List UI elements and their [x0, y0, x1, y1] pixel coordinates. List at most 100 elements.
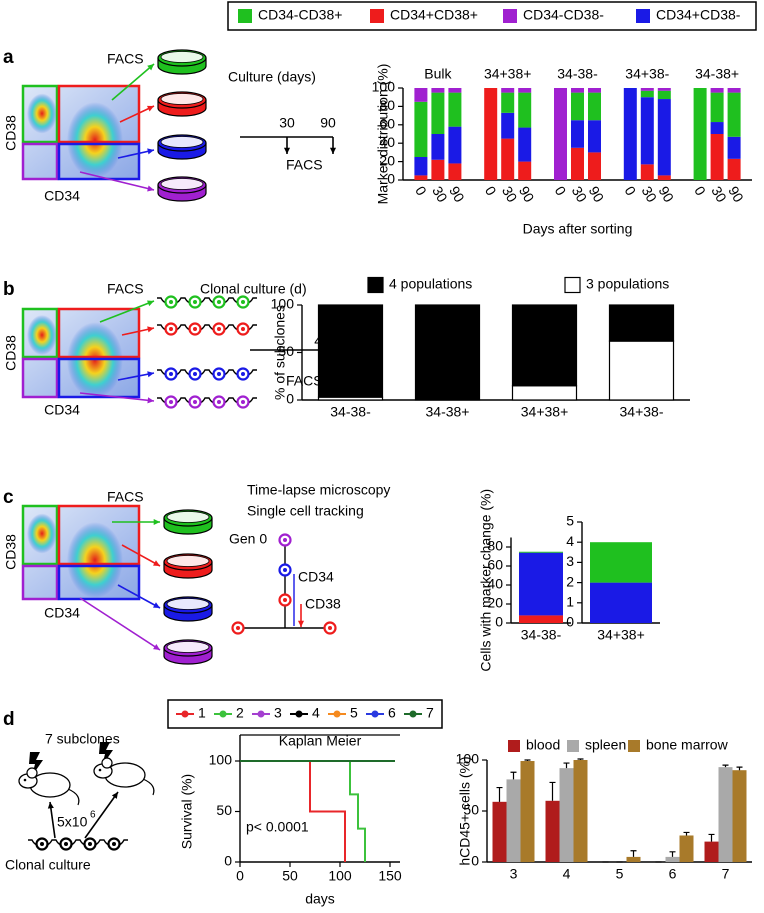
- facs-gate: [21, 142, 59, 181]
- bar-segment: [590, 542, 652, 583]
- y-tick-label: 80: [487, 538, 503, 554]
- x-tick-label: 3: [510, 866, 518, 882]
- cell-core: [193, 300, 197, 304]
- x-tick-label: 0: [482, 183, 500, 198]
- legend-swatch: [503, 9, 517, 23]
- legend-label: bone marrow: [646, 737, 729, 753]
- y-tick-label: 0: [224, 853, 232, 869]
- y-axis-label: % of subclones: [272, 305, 288, 400]
- arrow-head: [47, 802, 54, 809]
- y-axis-label: Marker distribution (%): [375, 64, 391, 205]
- diagram-label: 5x10: [57, 814, 88, 830]
- arrow: [79, 597, 161, 651]
- bar-segment: [608, 304, 675, 342]
- bar-segment: [571, 120, 584, 148]
- legend-swatch: [238, 9, 252, 23]
- diagram-label: CD34: [298, 569, 334, 585]
- legend-marker: [181, 710, 189, 718]
- bar-segment: [657, 175, 671, 180]
- bar-segment: [554, 88, 567, 180]
- y-tick-label: 80: [379, 97, 395, 113]
- cell-core: [112, 842, 116, 846]
- cell-core: [193, 327, 197, 331]
- bar-segment: [727, 136, 741, 159]
- legend-label: CD34-CD38+: [258, 7, 342, 23]
- mouse-eye: [23, 778, 27, 782]
- bar-segment: [640, 97, 654, 165]
- bar-segment: [511, 304, 578, 387]
- survival-line: [240, 760, 346, 862]
- diagram-label: FACS: [107, 489, 144, 505]
- arrow-head: [147, 185, 154, 192]
- legend-swatch: [367, 276, 384, 294]
- legend-marker: [409, 710, 417, 718]
- error-bar: [510, 771, 517, 780]
- bar-segment: [588, 152, 601, 180]
- lightning: [29, 752, 43, 776]
- legend-marker: [333, 710, 341, 718]
- legend-label: spleen: [585, 737, 626, 753]
- bar-segment: [518, 92, 532, 128]
- bar-segment: [710, 92, 724, 123]
- x-tick-label: 0: [621, 183, 639, 198]
- survival-line: [240, 760, 366, 862]
- arrow: [99, 300, 155, 323]
- dish-rim: [160, 178, 204, 190]
- group-label: 34-38+: [695, 66, 739, 82]
- y-axis-label: hCD45+ cells (%): [457, 756, 473, 865]
- x-tick-label: 90: [586, 183, 608, 205]
- cell-core: [217, 400, 221, 404]
- bar-segment: [657, 90, 671, 100]
- bar-segment: [519, 551, 563, 553]
- cell-core: [169, 300, 173, 304]
- cell-core: [241, 327, 245, 331]
- error-bar: [669, 851, 676, 857]
- facs-gate: [21, 357, 59, 399]
- legend-swatch: [636, 9, 650, 23]
- x-tick-label: 7: [722, 866, 730, 882]
- error-bar: [496, 786, 503, 802]
- diagram-label: 30: [279, 115, 295, 131]
- dish-rim: [166, 598, 210, 610]
- y-tick-label: 5: [566, 513, 574, 529]
- legend-frame: [227, 1, 757, 31]
- y-tick-label: 50: [216, 802, 232, 818]
- legend-label: 7: [426, 705, 434, 721]
- error-bar: [577, 758, 584, 760]
- bar: [545, 800, 560, 862]
- bar-segment: [448, 163, 462, 180]
- y-axis-label: Cells with marker change (%): [478, 489, 494, 672]
- bar-segment: [501, 138, 515, 180]
- cell-core: [169, 327, 173, 331]
- diagram-label: Culture (days): [228, 69, 316, 85]
- bar: [492, 801, 507, 862]
- mouse-tail: [67, 788, 80, 806]
- diagram-label: FACS: [286, 157, 323, 173]
- diagram-label: FACS: [286, 373, 323, 389]
- facs-gate: [57, 564, 141, 601]
- y-tick-label: 3: [566, 553, 574, 569]
- diagram-label: 90: [320, 115, 336, 131]
- arrow-head: [329, 147, 337, 154]
- facs-gate: [57, 357, 141, 399]
- bar-segment: [414, 88, 428, 102]
- legend-swatch: [567, 740, 579, 752]
- bar-segment: [588, 88, 601, 93]
- x-tick-label: 0: [236, 868, 244, 884]
- bar-segment: [640, 164, 654, 180]
- arrow-head: [153, 644, 160, 650]
- bar-segment: [727, 88, 741, 93]
- legend-marker: [257, 710, 265, 718]
- arrow-head: [153, 560, 160, 566]
- bar-segment: [501, 88, 515, 93]
- x-axis-label: Days after sorting: [523, 221, 633, 237]
- y-tick-label: 40: [379, 134, 395, 150]
- facs-density: [66, 102, 123, 179]
- dish-rim: [160, 93, 204, 105]
- facs-gate: [21, 307, 59, 359]
- x-tick-label: 90: [655, 183, 677, 205]
- arrow-head: [147, 326, 154, 333]
- dish-rim: [166, 641, 210, 653]
- y-tick-label: 100: [271, 296, 295, 312]
